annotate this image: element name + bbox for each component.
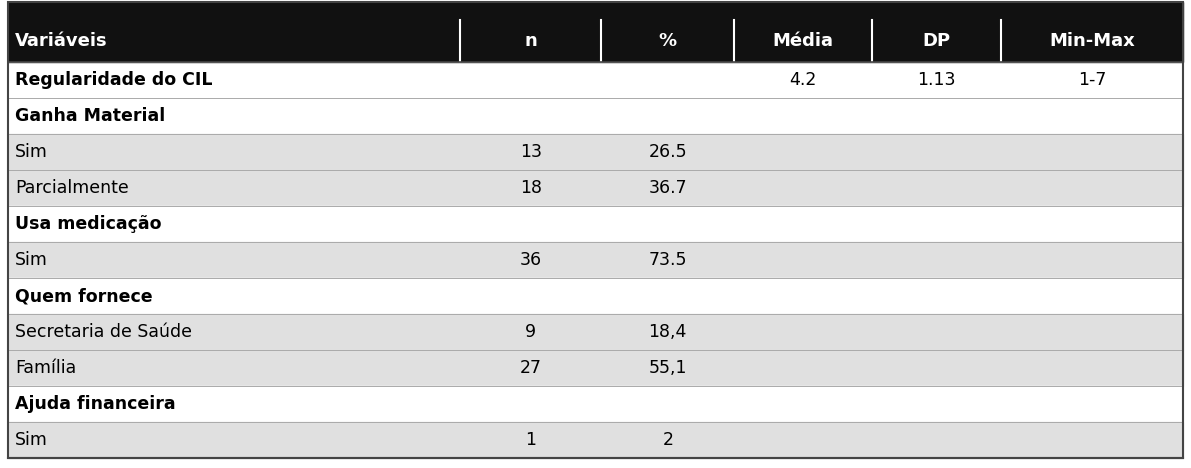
Bar (8, 98, 1183, 134)
Bar (8, 278, 1183, 314)
Text: Regularidade do CIL: Regularidade do CIL (15, 71, 212, 89)
Text: Sim: Sim (15, 143, 48, 161)
Text: Quem fornece: Quem fornece (15, 287, 152, 305)
Text: Usa medicação: Usa medicação (15, 215, 162, 233)
Text: 1: 1 (525, 431, 536, 449)
Text: 9: 9 (525, 323, 536, 341)
Bar (8, 62, 1183, 98)
Text: 18: 18 (520, 179, 542, 197)
Text: Família: Família (15, 359, 76, 377)
Text: Média: Média (773, 32, 834, 50)
Bar (8, 422, 1183, 458)
Text: Min-Max: Min-Max (1049, 32, 1135, 50)
Text: Variáveis: Variáveis (15, 32, 107, 50)
Text: Ganha Material: Ganha Material (15, 107, 166, 125)
Text: 73.5: 73.5 (649, 251, 687, 269)
Text: 2: 2 (662, 431, 673, 449)
Text: 1-7: 1-7 (1078, 71, 1106, 89)
Text: 36.7: 36.7 (648, 179, 687, 197)
Bar (8, 170, 1183, 206)
Bar (8, 242, 1183, 278)
Text: 1.13: 1.13 (917, 71, 955, 89)
Text: 18,4: 18,4 (649, 323, 687, 341)
Text: Secretaria de Saúde: Secretaria de Saúde (15, 323, 192, 341)
Bar (8, 314, 1183, 350)
Text: 26.5: 26.5 (648, 143, 687, 161)
Bar (8, 20, 1183, 62)
Text: %: % (659, 32, 676, 50)
Text: DP: DP (922, 32, 950, 50)
Bar (8, 386, 1183, 422)
Text: 13: 13 (520, 143, 542, 161)
Text: Sim: Sim (15, 251, 48, 269)
Text: n: n (524, 32, 537, 50)
Bar (8, 134, 1183, 170)
Text: 55,1: 55,1 (649, 359, 687, 377)
Text: Ajuda financeira: Ajuda financeira (15, 395, 175, 413)
Text: Sim: Sim (15, 431, 48, 449)
Bar (8, 206, 1183, 242)
Bar (8, 2, 1183, 20)
Bar (8, 350, 1183, 386)
Text: 27: 27 (520, 359, 542, 377)
Text: Parcialmente: Parcialmente (15, 179, 129, 197)
Text: 36: 36 (519, 251, 542, 269)
Text: 4.2: 4.2 (790, 71, 817, 89)
